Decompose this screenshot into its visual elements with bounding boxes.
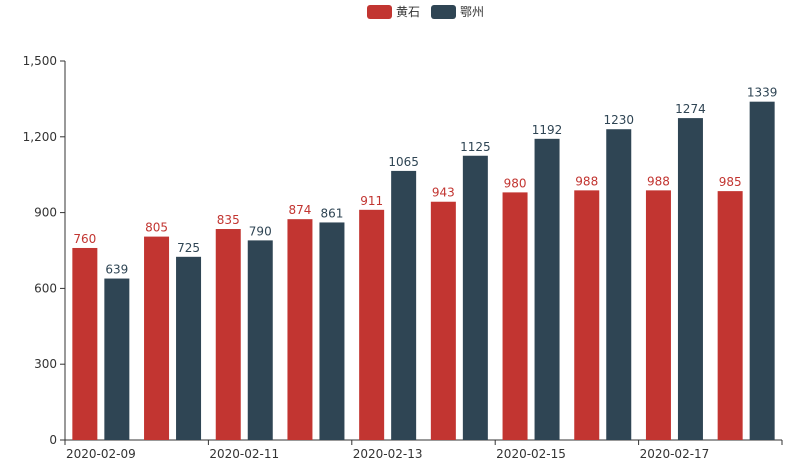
data-label: 988 — [647, 174, 670, 188]
y-tick-label: 0 — [49, 433, 57, 447]
data-label: 874 — [288, 203, 311, 217]
data-label: 639 — [105, 263, 128, 277]
data-labels: 760 639 805 725 835 790 874 861 911 1065 943 1125 98… — [73, 86, 777, 277]
bar[interactable] — [104, 278, 130, 440]
x-tick-label: 2020-02-13 — [353, 447, 423, 461]
bar[interactable] — [247, 240, 273, 440]
x-tick-label: 2020-02-11 — [209, 447, 279, 461]
data-label: 1192 — [532, 123, 563, 137]
data-label: 1339 — [747, 86, 778, 100]
x-tick-label: 2020-02-09 — [66, 447, 136, 461]
data-label: 1065 — [388, 155, 419, 169]
legend-label: 鄂州 — [460, 5, 484, 19]
y-tick-label: 600 — [34, 281, 57, 295]
y-tick-label: 1,500 — [23, 54, 57, 68]
bar[interactable] — [72, 247, 98, 440]
bar[interactable] — [574, 190, 600, 440]
legend-item[interactable]: 鄂州 — [431, 5, 484, 19]
x-tick-label: 2020-02-15 — [496, 447, 566, 461]
bar[interactable] — [430, 201, 456, 440]
bar[interactable] — [176, 256, 202, 440]
bar[interactable] — [749, 101, 775, 441]
bar[interactable] — [215, 229, 241, 440]
legend-swatch — [367, 5, 392, 19]
x-axis: 2020-02-09 2020-02-11 2020-02-13 2020-02-15… — [64, 439, 783, 461]
bar[interactable] — [677, 118, 703, 441]
data-label: 988 — [575, 174, 598, 188]
data-label: 861 — [320, 206, 343, 220]
data-label: 725 — [177, 241, 200, 255]
data-label: 1230 — [603, 113, 634, 127]
y-tick-label: 300 — [34, 357, 57, 371]
bar[interactable] — [144, 236, 170, 440]
bar[interactable] — [319, 222, 345, 440]
bar[interactable] — [359, 209, 385, 440]
data-label: 980 — [504, 176, 527, 190]
bar[interactable] — [462, 155, 488, 440]
bar[interactable] — [502, 192, 528, 440]
data-label: 1274 — [675, 102, 706, 116]
data-label: 1125 — [460, 140, 491, 154]
y-tick-label: 1,200 — [23, 130, 57, 144]
data-label: 985 — [719, 175, 742, 189]
bars — [72, 101, 775, 441]
legend-item[interactable]: 黄石 — [367, 5, 420, 19]
bar[interactable] — [717, 191, 743, 440]
data-label: 943 — [432, 186, 455, 200]
x-tick-label: 2020-02-17 — [640, 447, 710, 461]
legend-label: 黄石 — [396, 5, 420, 19]
data-label: 911 — [360, 194, 383, 208]
data-label: 805 — [145, 221, 168, 235]
y-axis: 0 300 600 900 1,200 1,500 — [23, 54, 66, 447]
bar[interactable] — [391, 170, 417, 440]
data-label: 760 — [73, 232, 96, 246]
bar[interactable] — [645, 190, 671, 440]
bar[interactable] — [287, 219, 313, 440]
bar[interactable] — [534, 138, 560, 440]
data-label: 790 — [249, 224, 272, 238]
bar[interactable] — [606, 129, 632, 440]
y-tick-label: 900 — [34, 206, 57, 220]
legend-swatch — [431, 5, 456, 19]
legend[interactable]: 黄石 鄂州 — [367, 5, 484, 19]
data-label: 835 — [217, 213, 240, 227]
